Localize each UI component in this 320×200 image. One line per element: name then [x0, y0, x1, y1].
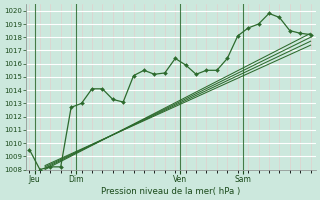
X-axis label: Pression niveau de la mer( hPa ): Pression niveau de la mer( hPa ): [101, 187, 241, 196]
